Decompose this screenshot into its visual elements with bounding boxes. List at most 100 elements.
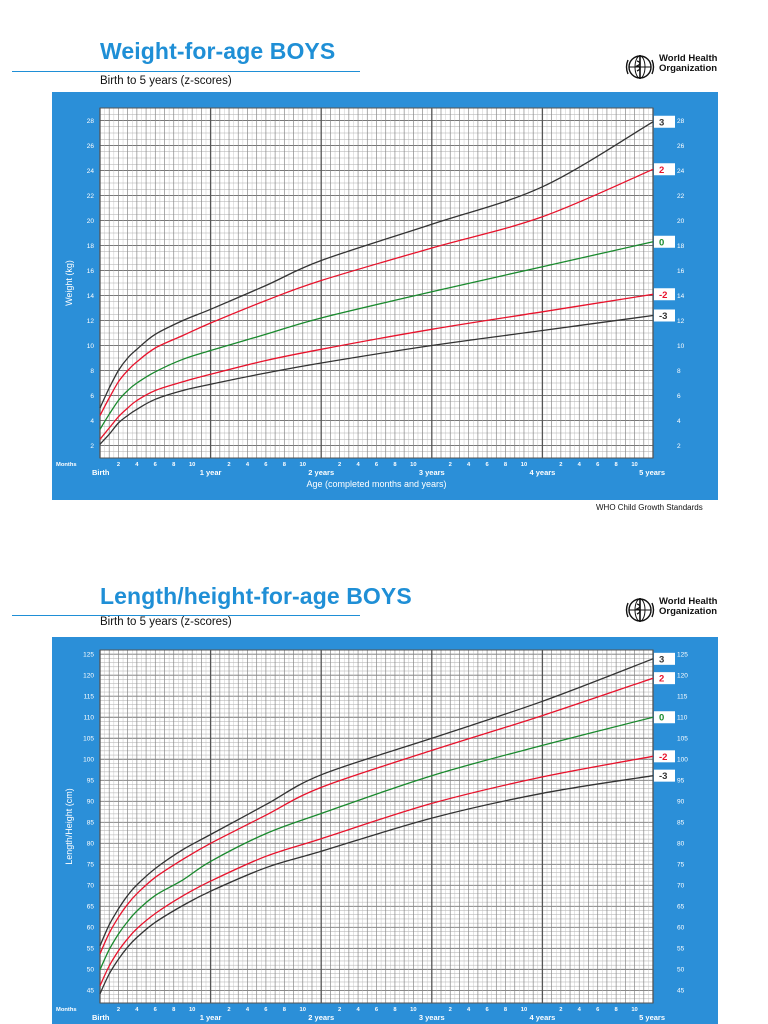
- y-tick-label-left: 14: [87, 293, 95, 300]
- y-tick-label-left: 60: [87, 925, 95, 932]
- y-tick-label-right: 20: [677, 218, 685, 225]
- y-tick-label-right: 85: [677, 820, 685, 827]
- x-month-tick: 6: [154, 1007, 158, 1013]
- y-tick-label-left: 45: [87, 988, 95, 995]
- x-month-tick: 8: [615, 1007, 619, 1013]
- who-emblem-icon: [625, 55, 655, 79]
- x-month-tick: 6: [375, 462, 379, 468]
- series-label-bg: [654, 163, 675, 176]
- x-month-tick: 6: [596, 462, 600, 468]
- x-month-tick: 8: [172, 1007, 176, 1013]
- series-label-z-3: -3: [659, 311, 667, 322]
- x-ticks: Months 2 4 6 8 10 2 4 6 8 10 2 4 6 8 10 2 4 6 8 10 2 4 6 8 10: [56, 1007, 638, 1013]
- weight-chart-panel: 2 2 4 4 6 6 8 8 10 10 12 12 14 14 16 16 18 18 20 20 22 22 24 24…: [52, 92, 718, 500]
- x-month-tick: 10: [631, 1007, 637, 1013]
- series-line-z-3: [99, 775, 654, 995]
- y-tick-label-right: 4: [677, 418, 681, 425]
- y-tick-label-left: 100: [83, 757, 94, 764]
- page-title-length: Length/height-for-age BOYS: [100, 583, 412, 609]
- series-line-z0: [99, 716, 654, 971]
- series-label-bg: [654, 672, 675, 685]
- series-line-z2: [99, 168, 654, 416]
- y-tick-label-left: 2: [90, 443, 94, 450]
- y-tick-label-left: 6: [90, 393, 94, 400]
- x-month-tick: 4: [467, 1007, 471, 1013]
- x-month-tick: 4: [356, 1007, 360, 1013]
- y-tick-label-left: 85: [87, 820, 95, 827]
- x-year-label: Birth: [92, 468, 110, 477]
- x-month-tick: 10: [521, 1007, 527, 1013]
- x-year-label: 1 year: [200, 1013, 222, 1022]
- series-group: 3 2 0 -2 -3: [99, 652, 675, 995]
- y-tick-label-right: 55: [677, 946, 685, 953]
- y-tick-label-right: 95: [677, 778, 685, 785]
- x-month-tick: 8: [393, 462, 397, 468]
- series-group: 3 2 0 -2 -3: [99, 115, 675, 445]
- x-month-tick: 10: [410, 462, 416, 468]
- x-year-label: 4 years: [529, 1013, 555, 1022]
- x-month-tick: 4: [467, 462, 471, 468]
- y-tick-label-right: 50: [677, 967, 685, 974]
- series-label-bg: [654, 288, 675, 301]
- x-month-tick: 8: [283, 462, 287, 468]
- y-tick-label-left: 18: [87, 243, 95, 250]
- y-tick-label-right: 75: [677, 862, 685, 869]
- y-tick-label-left: 28: [87, 118, 95, 125]
- y-tick-label-left: 8: [90, 368, 94, 375]
- y-tick-label-right: 26: [677, 143, 685, 150]
- series-label-z-2: -2: [659, 752, 667, 763]
- series-line-z3: [99, 658, 654, 947]
- series-label-bg: [654, 769, 675, 782]
- subtitle-weight: Birth to 5 years (z-scores): [100, 75, 232, 87]
- who-name: World Health Organization: [659, 596, 718, 617]
- y-tick-label-left: 22: [87, 193, 95, 200]
- series-label-z2: 2: [659, 165, 664, 176]
- y-tick-label-right: 90: [677, 799, 685, 806]
- y-tick-label-left: 90: [87, 799, 95, 806]
- y-tick-label-right: 115: [677, 694, 688, 701]
- series-label-z2: 2: [659, 674, 664, 685]
- x-month-tick: 8: [283, 1007, 287, 1013]
- series-line-z2: [99, 677, 654, 955]
- months-label: Months: [56, 462, 77, 468]
- series-line-z0: [99, 241, 654, 430]
- x-month-tick: 2: [559, 1007, 562, 1013]
- y-tick-label-left: 20: [87, 218, 95, 225]
- x-month-tick: 10: [410, 1007, 416, 1013]
- x-year-labels: Birth 1 year 2 years 3 years 4 years 5 years: [92, 468, 665, 477]
- y-tick-label-right: 8: [677, 368, 681, 375]
- x-month-tick: 2: [117, 462, 120, 468]
- x-month-tick: 10: [300, 462, 306, 468]
- x-month-tick: 4: [578, 1007, 582, 1013]
- x-month-tick: 10: [300, 1007, 306, 1013]
- series-line-z-2: [99, 755, 654, 987]
- credit-text: WHO Child Growth Standards: [596, 503, 703, 512]
- x-month-tick: 6: [485, 462, 489, 468]
- y-tick-label-right: 100: [677, 757, 688, 764]
- x-month-tick: 6: [264, 1007, 268, 1013]
- x-month-tick: 8: [172, 462, 176, 468]
- x-year-label: 5 years: [639, 468, 665, 477]
- x-ticks: Months 2 4 6 8 10 2 4 6 8 10 2 4 6 8 10 2 4 6 8 10 2 4 6 8 10: [56, 462, 638, 468]
- x-month-tick: 6: [154, 462, 158, 468]
- x-year-label: 4 years: [529, 468, 555, 477]
- y-tick-label-left: 75: [87, 862, 95, 869]
- y-tick-label-right: 14: [677, 293, 685, 300]
- x-month-tick: 4: [246, 462, 250, 468]
- y-tick-label-left: 50: [87, 967, 95, 974]
- months-label: Months: [56, 1007, 77, 1013]
- x-month-tick: 6: [596, 1007, 600, 1013]
- who-emblem-icon: [625, 598, 655, 622]
- who-logo-block: World Health Organization: [624, 595, 734, 625]
- y-tick-label-right: 2: [677, 443, 681, 450]
- x-month-tick: 2: [117, 1007, 120, 1013]
- subtitle-length: Birth to 5 years (z-scores): [100, 616, 232, 628]
- x-month-tick: 2: [449, 462, 452, 468]
- title-rule: [12, 71, 360, 72]
- title-rule: [12, 615, 360, 616]
- x-month-tick: 2: [559, 462, 562, 468]
- x-year-label: 3 years: [419, 468, 445, 477]
- y-tick-label-left: 12: [87, 318, 95, 325]
- x-month-tick: 2: [227, 1007, 230, 1013]
